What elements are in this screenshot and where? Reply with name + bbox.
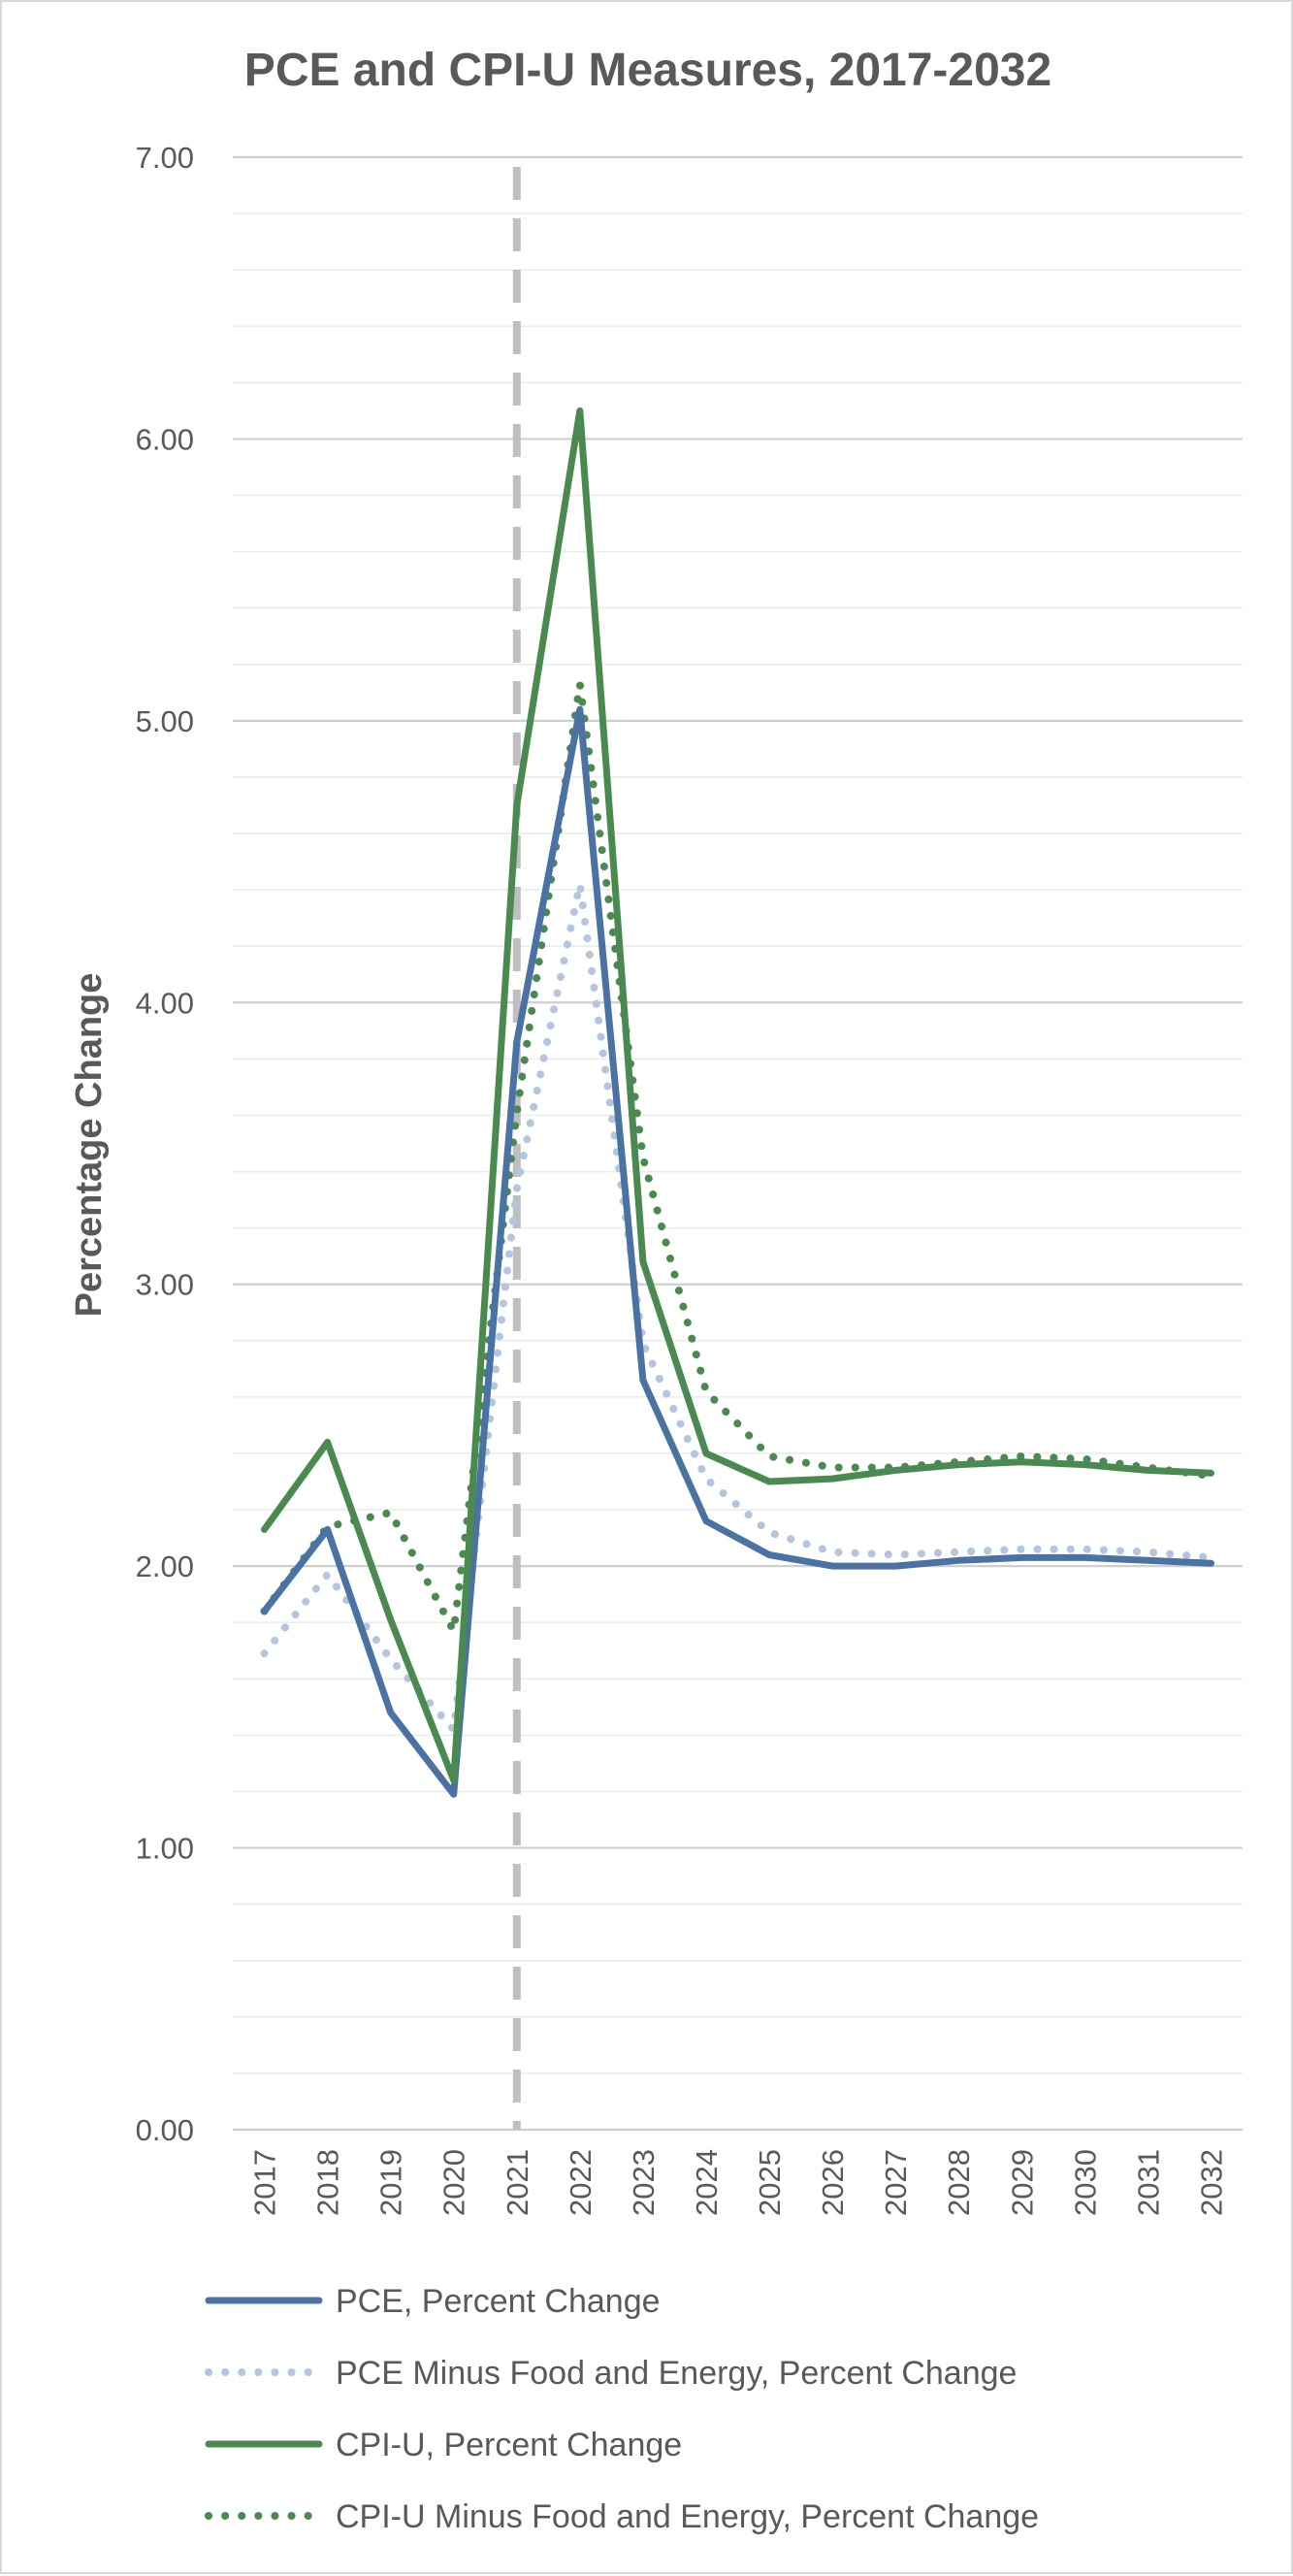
series-line-pce-minus-food-and-energy-percent-change (265, 884, 1212, 1729)
legend-label: PCE Minus Food and Energy, Percent Chang… (336, 2355, 1017, 2392)
y-tick-label: 3.00 (136, 1268, 194, 1302)
legend-label: CPI-U Minus Food and Energy, Percent Cha… (336, 2498, 1039, 2535)
x-tick-label: 2028 (942, 2149, 976, 2216)
x-tick-label: 2032 (1194, 2149, 1228, 2216)
legend-label: CPI-U, Percent Change (336, 2427, 682, 2463)
series-line-cpi-u-percent-change (265, 410, 1212, 1780)
x-tick-label: 2031 (1131, 2149, 1165, 2216)
y-tick-label: 2.00 (136, 1549, 194, 1583)
x-tick-label: 2022 (564, 2149, 598, 2216)
y-tick-label: 7.00 (136, 141, 194, 175)
x-tick-label: 2020 (437, 2149, 471, 2216)
x-tick-label: 2019 (374, 2149, 408, 2216)
y-axis-title: Percentage Change (69, 973, 110, 1318)
gridlines (233, 157, 1243, 2130)
y-axis-tick-labels: 0.00 1.00 2.00 3.00 4.00 5.00 6.00 7.00 (136, 141, 194, 2147)
x-tick-label: 2026 (816, 2149, 850, 2216)
x-tick-label: 2025 (753, 2149, 787, 2216)
x-tick-label: 2023 (627, 2149, 661, 2216)
x-tick-label: 2027 (879, 2149, 913, 2216)
series-line-cpi-u-minus-food-and-energy-percent-change (265, 684, 1212, 1631)
legend-label: PCE, Percent Change (336, 2283, 661, 2320)
x-tick-label: 2029 (1005, 2149, 1039, 2216)
x-tick-label: 2017 (248, 2149, 282, 2216)
legend: PCE, Percent Change PCE Minus Food and En… (209, 2283, 1039, 2535)
y-tick-label: 5.00 (136, 704, 194, 738)
x-tick-label: 2024 (690, 2149, 724, 2216)
y-tick-label: 1.00 (136, 1832, 194, 1866)
y-tick-label: 4.00 (136, 986, 194, 1020)
x-tick-label: 2018 (311, 2149, 345, 2216)
x-axis-tick-labels: 2017 2018 2019 2020 2021 2022 2023 2024 2025 2026… (248, 2149, 1229, 2216)
x-tick-label: 2021 (501, 2149, 534, 2216)
y-tick-label: 0.00 (136, 2113, 194, 2147)
chart-title: PCE and CPI-U Measures, 2017-2032 (244, 45, 1051, 96)
series-lines (265, 410, 1212, 1794)
x-tick-label: 2030 (1068, 2149, 1102, 2216)
series-line-pce-percent-change (265, 709, 1212, 1794)
y-tick-label: 6.00 (136, 422, 194, 456)
